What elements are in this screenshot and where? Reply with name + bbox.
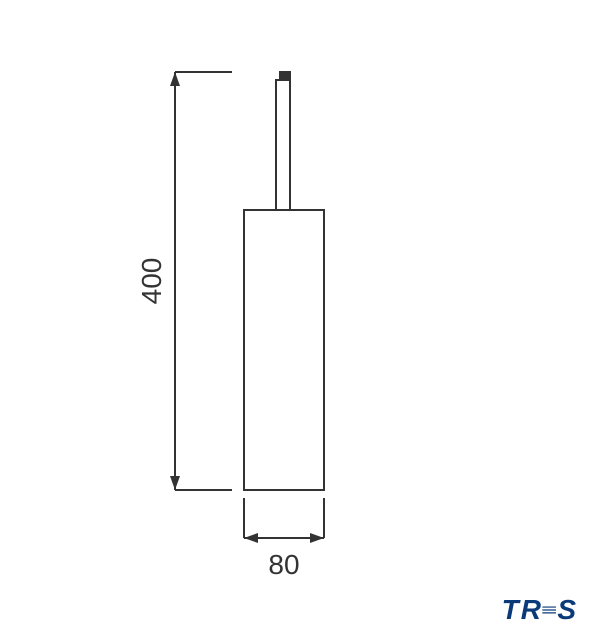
dim-height-label: 400	[136, 258, 167, 305]
brand-part-3: S	[557, 594, 578, 625]
brand-logo: TR≡S	[502, 594, 578, 626]
object-knob	[280, 72, 290, 80]
brand-part-1: TR	[502, 594, 543, 625]
object-body	[244, 210, 324, 490]
object-handle	[276, 80, 290, 210]
brand-part-2: ≡	[541, 600, 559, 619]
dim-width-label: 80	[268, 549, 299, 580]
technical-drawing: 400 80	[0, 0, 600, 640]
